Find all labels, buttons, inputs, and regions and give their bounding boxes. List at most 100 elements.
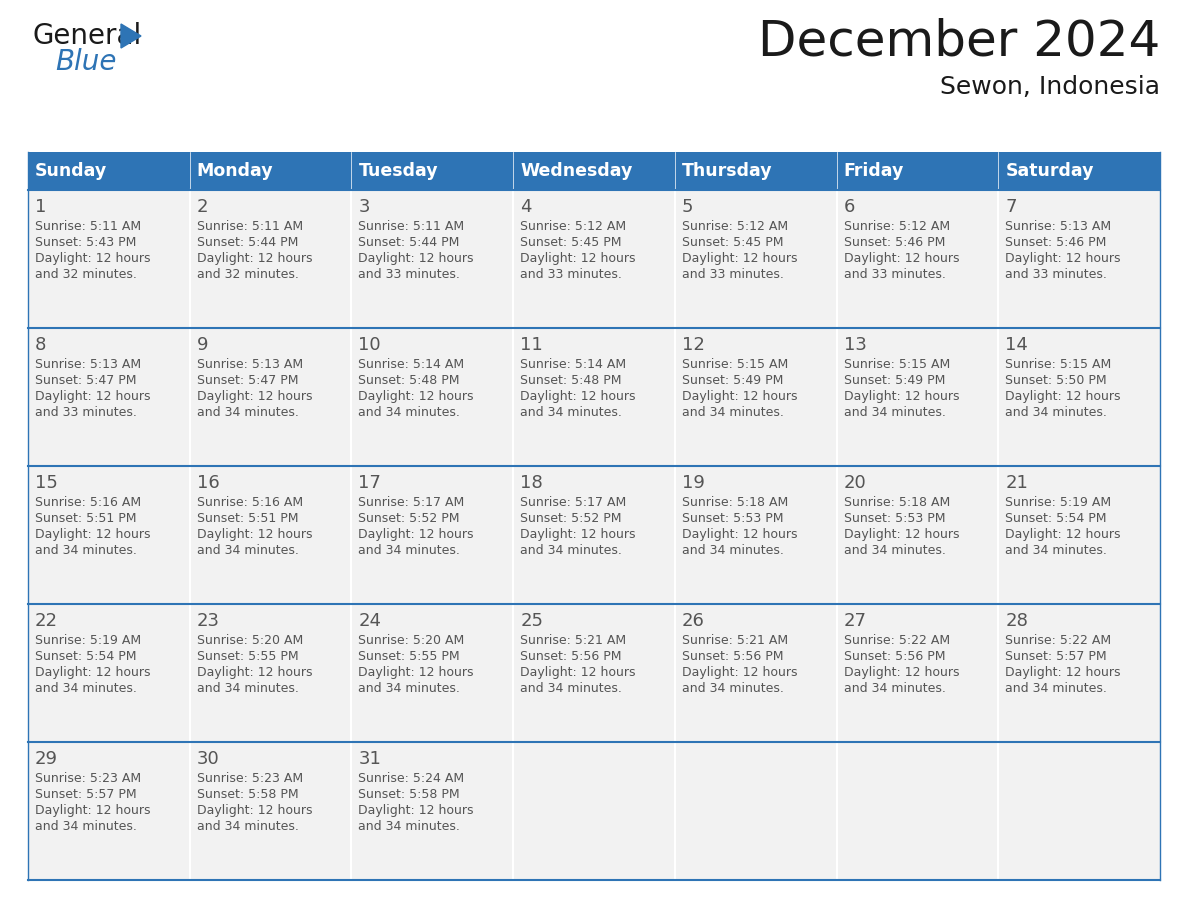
Text: Sunset: 5:52 PM: Sunset: 5:52 PM bbox=[359, 512, 460, 525]
Bar bbox=[513, 604, 675, 742]
Text: and 34 minutes.: and 34 minutes. bbox=[1005, 406, 1107, 419]
Text: and 32 minutes.: and 32 minutes. bbox=[34, 268, 137, 281]
Text: Sunrise: 5:14 AM: Sunrise: 5:14 AM bbox=[359, 358, 465, 371]
Text: Sunrise: 5:15 AM: Sunrise: 5:15 AM bbox=[682, 358, 788, 371]
Text: Sunrise: 5:19 AM: Sunrise: 5:19 AM bbox=[1005, 496, 1112, 509]
Bar bbox=[998, 742, 1159, 880]
Text: Sunrise: 5:17 AM: Sunrise: 5:17 AM bbox=[359, 496, 465, 509]
Text: Sunset: 5:48 PM: Sunset: 5:48 PM bbox=[359, 374, 460, 387]
Text: 17: 17 bbox=[359, 474, 381, 492]
Bar bbox=[352, 742, 513, 880]
Text: 15: 15 bbox=[34, 474, 58, 492]
Text: Sunrise: 5:15 AM: Sunrise: 5:15 AM bbox=[1005, 358, 1112, 371]
Text: Sunrise: 5:13 AM: Sunrise: 5:13 AM bbox=[1005, 220, 1112, 233]
Bar bbox=[29, 190, 190, 328]
Text: and 33 minutes.: and 33 minutes. bbox=[1005, 268, 1107, 281]
Text: Daylight: 12 hours: Daylight: 12 hours bbox=[520, 252, 636, 265]
Text: Daylight: 12 hours: Daylight: 12 hours bbox=[359, 390, 474, 403]
Text: Sunrise: 5:15 AM: Sunrise: 5:15 AM bbox=[843, 358, 950, 371]
Text: and 34 minutes.: and 34 minutes. bbox=[197, 544, 298, 557]
Text: Sunset: 5:53 PM: Sunset: 5:53 PM bbox=[682, 512, 783, 525]
Bar bbox=[513, 466, 675, 604]
Text: Daylight: 12 hours: Daylight: 12 hours bbox=[682, 528, 797, 541]
Text: 1: 1 bbox=[34, 198, 46, 216]
Text: 31: 31 bbox=[359, 750, 381, 768]
Text: and 34 minutes.: and 34 minutes. bbox=[1005, 544, 1107, 557]
Text: Sunset: 5:58 PM: Sunset: 5:58 PM bbox=[359, 788, 460, 801]
Text: Sunset: 5:58 PM: Sunset: 5:58 PM bbox=[197, 788, 298, 801]
Text: Sunrise: 5:14 AM: Sunrise: 5:14 AM bbox=[520, 358, 626, 371]
Bar bbox=[190, 742, 352, 880]
Text: Daylight: 12 hours: Daylight: 12 hours bbox=[682, 666, 797, 679]
Text: Sunset: 5:51 PM: Sunset: 5:51 PM bbox=[34, 512, 137, 525]
Text: 22: 22 bbox=[34, 612, 58, 630]
Text: Daylight: 12 hours: Daylight: 12 hours bbox=[682, 252, 797, 265]
Text: Thursday: Thursday bbox=[682, 162, 772, 180]
Text: Daylight: 12 hours: Daylight: 12 hours bbox=[520, 528, 636, 541]
Text: Sunset: 5:54 PM: Sunset: 5:54 PM bbox=[34, 650, 137, 663]
Bar bbox=[836, 742, 998, 880]
Text: Daylight: 12 hours: Daylight: 12 hours bbox=[1005, 528, 1120, 541]
Text: Sunset: 5:44 PM: Sunset: 5:44 PM bbox=[197, 236, 298, 249]
Text: Sunrise: 5:20 AM: Sunrise: 5:20 AM bbox=[359, 634, 465, 647]
Bar bbox=[836, 466, 998, 604]
Text: 4: 4 bbox=[520, 198, 532, 216]
Text: Daylight: 12 hours: Daylight: 12 hours bbox=[1005, 666, 1120, 679]
Text: 19: 19 bbox=[682, 474, 704, 492]
Text: Daylight: 12 hours: Daylight: 12 hours bbox=[197, 390, 312, 403]
Bar bbox=[29, 466, 190, 604]
Text: Sunset: 5:50 PM: Sunset: 5:50 PM bbox=[1005, 374, 1107, 387]
Text: Daylight: 12 hours: Daylight: 12 hours bbox=[197, 666, 312, 679]
Text: Sunset: 5:56 PM: Sunset: 5:56 PM bbox=[520, 650, 621, 663]
Text: Daylight: 12 hours: Daylight: 12 hours bbox=[843, 252, 959, 265]
Text: Saturday: Saturday bbox=[1005, 162, 1094, 180]
Bar bbox=[675, 466, 836, 604]
Text: Sunrise: 5:17 AM: Sunrise: 5:17 AM bbox=[520, 496, 626, 509]
Text: Sunset: 5:56 PM: Sunset: 5:56 PM bbox=[843, 650, 946, 663]
Text: Sunset: 5:57 PM: Sunset: 5:57 PM bbox=[34, 788, 137, 801]
Text: Sunrise: 5:23 AM: Sunrise: 5:23 AM bbox=[197, 772, 303, 785]
Bar bbox=[352, 466, 513, 604]
Text: Sunrise: 5:19 AM: Sunrise: 5:19 AM bbox=[34, 634, 141, 647]
Text: Daylight: 12 hours: Daylight: 12 hours bbox=[34, 390, 151, 403]
Text: Sunrise: 5:24 AM: Sunrise: 5:24 AM bbox=[359, 772, 465, 785]
Text: Blue: Blue bbox=[55, 48, 116, 76]
Bar bbox=[836, 328, 998, 466]
Text: and 33 minutes.: and 33 minutes. bbox=[34, 406, 137, 419]
Text: and 34 minutes.: and 34 minutes. bbox=[197, 406, 298, 419]
Text: Sunrise: 5:18 AM: Sunrise: 5:18 AM bbox=[843, 496, 950, 509]
Text: and 34 minutes.: and 34 minutes. bbox=[197, 682, 298, 695]
Text: Sunrise: 5:22 AM: Sunrise: 5:22 AM bbox=[843, 634, 949, 647]
Text: Sunrise: 5:12 AM: Sunrise: 5:12 AM bbox=[520, 220, 626, 233]
Text: Monday: Monday bbox=[197, 162, 273, 180]
Text: and 34 minutes.: and 34 minutes. bbox=[682, 682, 784, 695]
Text: 8: 8 bbox=[34, 336, 46, 354]
Text: and 34 minutes.: and 34 minutes. bbox=[520, 544, 623, 557]
Text: 23: 23 bbox=[197, 612, 220, 630]
Bar bbox=[29, 328, 190, 466]
Text: Sunset: 5:44 PM: Sunset: 5:44 PM bbox=[359, 236, 460, 249]
Text: and 34 minutes.: and 34 minutes. bbox=[1005, 682, 1107, 695]
Text: Daylight: 12 hours: Daylight: 12 hours bbox=[197, 804, 312, 817]
Bar bbox=[998, 604, 1159, 742]
Text: Sunset: 5:49 PM: Sunset: 5:49 PM bbox=[843, 374, 944, 387]
Bar bbox=[836, 190, 998, 328]
Bar bbox=[29, 152, 1159, 190]
Text: Sunrise: 5:20 AM: Sunrise: 5:20 AM bbox=[197, 634, 303, 647]
Text: Daylight: 12 hours: Daylight: 12 hours bbox=[520, 390, 636, 403]
Bar bbox=[675, 742, 836, 880]
Text: 24: 24 bbox=[359, 612, 381, 630]
Text: Daylight: 12 hours: Daylight: 12 hours bbox=[843, 390, 959, 403]
Bar bbox=[352, 190, 513, 328]
Text: 3: 3 bbox=[359, 198, 369, 216]
Bar bbox=[352, 328, 513, 466]
Text: Sunset: 5:48 PM: Sunset: 5:48 PM bbox=[520, 374, 621, 387]
Text: Daylight: 12 hours: Daylight: 12 hours bbox=[359, 528, 474, 541]
Text: 14: 14 bbox=[1005, 336, 1028, 354]
Text: and 34 minutes.: and 34 minutes. bbox=[197, 820, 298, 833]
Text: Sunset: 5:47 PM: Sunset: 5:47 PM bbox=[34, 374, 137, 387]
Text: Daylight: 12 hours: Daylight: 12 hours bbox=[197, 528, 312, 541]
Text: and 34 minutes.: and 34 minutes. bbox=[359, 682, 460, 695]
Text: 16: 16 bbox=[197, 474, 220, 492]
Text: and 34 minutes.: and 34 minutes. bbox=[682, 544, 784, 557]
